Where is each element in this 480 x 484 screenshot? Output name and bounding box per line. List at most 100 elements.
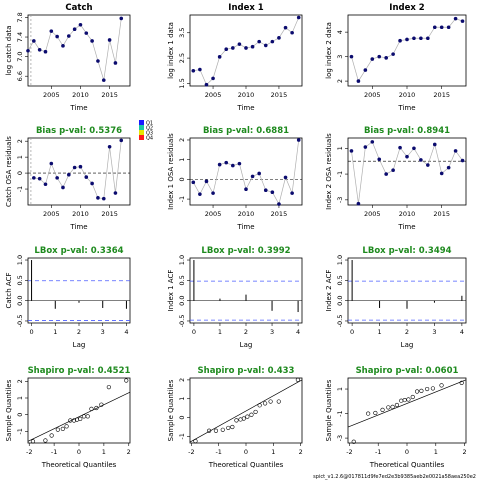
catch-qq-qq-point-0 (30, 439, 36, 444)
catch-data-point-9 (78, 22, 83, 27)
catch-data-xtick-label-2: 2015 (101, 91, 118, 99)
index1-qq-xtick-label-1: -1 (215, 448, 221, 456)
index1-data-point-2 (204, 82, 209, 87)
index2-qq-qq-point-11 (414, 389, 420, 394)
index1-data-xtick-label-1: 2010 (238, 91, 255, 99)
index1-acf-ytick-label-1: 0.0 (178, 295, 186, 305)
catch-data-xtick-label-1: 2010 (72, 91, 89, 99)
index2-osa-point-11 (426, 163, 430, 167)
index1-qq-qq-point-11 (253, 409, 258, 415)
index1-data-ytick-label-1: 2.5 (178, 53, 186, 63)
index2-acf-xtick-label-1: 1 (377, 328, 381, 336)
index1-osa-point-10 (257, 171, 261, 176)
index1-qq-xtick-label-4: 2 (299, 448, 303, 456)
index1-acf-ylabel: Index 1 ACF (167, 270, 175, 312)
catch-data-point-1 (32, 39, 36, 43)
index2-osa-point-14 (446, 165, 451, 170)
catch-data-point-4 (49, 29, 54, 33)
index2-osa-point-1 (356, 201, 361, 206)
index2-osa-ytick-label-2: 1 (336, 146, 344, 150)
legend-swatch-q2 (139, 125, 144, 130)
index1-acf-xlabel: Lag (240, 341, 253, 349)
index2-qq-qq-point-12 (419, 388, 424, 393)
index2-qq-plot-frame (347, 377, 467, 444)
index2-qq-qq-point-1 (366, 411, 371, 416)
catch-data-point-8 (72, 27, 77, 32)
index2-acf-ytick-label-3: 1.0 (336, 255, 344, 265)
catch-qq-qq-point-3 (55, 427, 60, 432)
index1-qq-qq-point-14 (268, 399, 273, 404)
index2-osa-point-10 (419, 158, 423, 162)
catch-data-point-0 (26, 48, 30, 53)
index1-qq-plot-frame (189, 377, 303, 444)
catch-qq-ytick-label-0: -1 (16, 428, 24, 434)
index2-qq-qq-point-4 (386, 405, 391, 410)
panel-catch-data: Catch 2005 2010 2015 6.6 7.0 7.4 7.8 Time log cat… (5, 3, 131, 112)
index1-osa-plot-frame (189, 137, 303, 206)
legend-swatch-q4 (139, 135, 144, 140)
catch-osa-ytick-label-3: 2 (16, 139, 24, 143)
index1-osa-ytick-label-2: 1 (178, 158, 186, 162)
index1-qq-xtick-label-2: 0 (244, 448, 248, 456)
legend-swatch-q1 (139, 120, 144, 125)
index1-data-xtick-label-2: 2015 (271, 91, 288, 99)
catch-qq-qq-point-16 (124, 378, 129, 383)
catch-qq-xtick-label-1: -1 (51, 448, 57, 456)
legend-label-q4: Q4 (146, 136, 153, 142)
index1-qq-qq-point-10 (249, 412, 254, 417)
index1-osa-point-3 (211, 191, 215, 195)
index2-qq-xtick-label-0: -2 (346, 448, 352, 456)
catch-qq-ytick-label-1: 0 (16, 413, 24, 417)
index1-qq-qq-line (189, 379, 303, 443)
index1-osa-series-line (192, 139, 300, 205)
index1-acf-xtick-label-0: 0 (192, 328, 196, 336)
panel-index1-qq: Shapiro p-val: 0.433 -2 -1 0 1 2 -1 0 1 2 Theoreti… (167, 366, 303, 469)
catch-osa-point-3 (49, 161, 54, 166)
index1-data-point-11 (263, 43, 268, 48)
catch-qq-qq-point-1 (43, 438, 48, 443)
index2-data-series-line (351, 18, 463, 82)
index2-data-ytick-label-2: 4 (336, 30, 344, 34)
index2-qq-qq-point-5 (390, 404, 395, 409)
index2-data-point-11 (426, 36, 430, 41)
catch-data-point-11 (90, 39, 94, 43)
index1-qq-ytick-label-0: -1 (178, 433, 186, 439)
catch-acf-xtick-label-1: 1 (53, 328, 57, 336)
index1-osa-point-15 (290, 191, 294, 195)
index2-osa-point-8 (405, 154, 409, 159)
index2-qq-ytick-label-0: -3 (336, 435, 344, 441)
index1-acf-xtick-label-1: 1 (218, 328, 222, 336)
index2-osa-point-15 (453, 149, 458, 153)
catch-data-ylabel: log catch data (5, 25, 13, 75)
index2-acf-ylabel: Index 2 ACF (325, 270, 333, 312)
catch-acf-plot-frame (27, 257, 131, 324)
index2-data-point-16 (460, 19, 465, 23)
index1-qq-qq-point-15 (276, 399, 281, 404)
index1-osa-point-11 (263, 188, 268, 193)
index1-acf-ytick-label-2: 0.5 (178, 275, 186, 285)
index1-qq-qq-point-5 (230, 424, 235, 430)
catch-data-point-6 (61, 44, 65, 48)
index2-osa-ytick-label-0: -3 (336, 197, 344, 203)
index2-qq-ytick-label-1: -1 (336, 410, 344, 416)
catch-data-point-7 (67, 34, 71, 38)
index1-osa-point-9 (250, 174, 255, 179)
index2-acf-ytick-label-1: 0.0 (336, 295, 344, 305)
index2-data-point-8 (405, 37, 409, 42)
catch-qq-xlabel: Theoretical Quantiles (41, 461, 117, 469)
index1-osa-xtick-label-1: 2010 (238, 210, 255, 218)
catch-osa-xtick-label-2: 2015 (101, 210, 118, 218)
catch-acf-ytick-label-0: -0.5 (16, 315, 24, 328)
index2-acf-plot-frame (347, 257, 467, 324)
catch-osa-xlabel: Time (69, 223, 87, 231)
index2-osa-point-3 (370, 140, 375, 144)
catch-qq-qq-point-11 (85, 414, 90, 419)
index1-acf-title: LBox p-val: 0.3992 (201, 246, 290, 256)
index2-qq-ylabel: Sample Quantiles (325, 379, 333, 441)
index1-osa-ylabel: Index 1 OSA residuals (167, 133, 175, 210)
catch-acf-ytick-label-3: 1.0 (16, 255, 24, 265)
catch-osa-ytick-label-2: 1 (16, 155, 24, 159)
catch-data-ytick-label-1: 7.0 (16, 51, 24, 61)
index2-osa-point-4 (377, 157, 382, 162)
catch-osa-point-6 (67, 172, 71, 177)
